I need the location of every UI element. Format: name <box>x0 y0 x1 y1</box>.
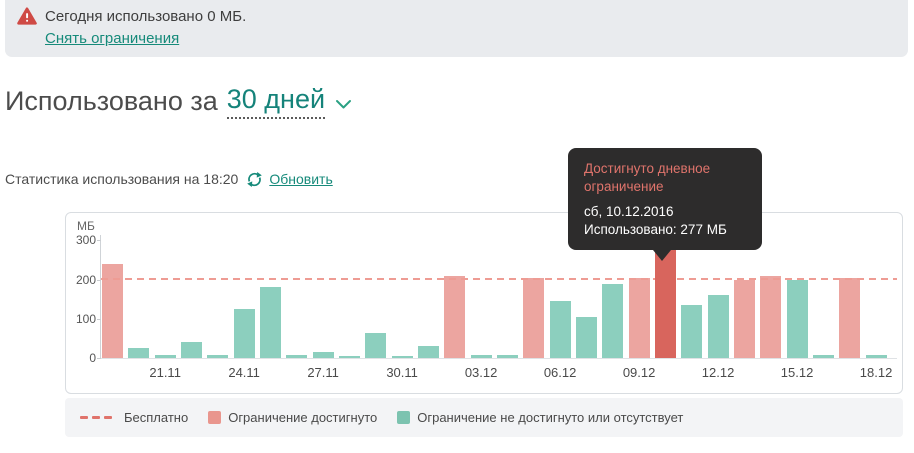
usage-bar-20.11[interactable] <box>128 348 150 358</box>
y-axis-tick-mark <box>97 279 101 281</box>
usage-bar-24.11[interactable] <box>233 309 255 358</box>
period-value[interactable]: 30 дней <box>226 84 326 119</box>
usage-bar-19.11[interactable] <box>102 263 123 358</box>
x-axis-label: 03.12 <box>464 365 498 380</box>
y-axis-tick-label: 300 <box>75 233 96 248</box>
usage-bar-08.12[interactable] <box>602 283 624 358</box>
usage-bar-10.12[interactable] <box>654 249 676 358</box>
usage-bar-18.12[interactable] <box>865 354 887 358</box>
legend-item-limit-reached: Ограничение достигнуто <box>208 410 377 425</box>
usage-bar-15.12[interactable] <box>786 279 808 358</box>
y-axis-line <box>100 235 101 358</box>
x-axis-label: 27.11 <box>307 365 339 380</box>
usage-bar-14.12[interactable] <box>760 275 782 358</box>
usage-bar-13.12[interactable] <box>733 279 755 358</box>
y-axis-tick-mark <box>97 240 101 242</box>
x-axis-label: 18.12 <box>859 365 893 380</box>
legend-item-limit-not-reached: Ограничение не достигнуто или отсутствуе… <box>397 410 683 425</box>
legend-item-free: Бесплатно <box>80 410 188 425</box>
legend-limit-reached-label: Ограничение достигнуто <box>228 410 378 425</box>
usage-bar-12.12[interactable] <box>707 295 729 358</box>
refresh-icon <box>247 171 263 187</box>
chart-legend: Бесплатно Ограничение достигнуто Огранич… <box>65 398 903 437</box>
legend-limit-not-reached-label: Ограничение не достигнуто или отсутствуе… <box>417 410 684 425</box>
x-axis-label: 15.12 <box>780 365 814 380</box>
tooltip-date: сб, 10.12.2016 <box>584 204 674 220</box>
usage-chart-panel: МБ 0 100 200 300 21.11 24.11 27.11 30.11 03.12 06… <box>65 212 903 394</box>
stats-label: Статистика использования на 18:20 <box>5 171 239 187</box>
usage-bar-16.12[interactable] <box>812 354 834 358</box>
x-axis-label: 24.11 <box>228 365 260 380</box>
page-title: Использовано за 30 дней <box>5 84 352 119</box>
limit-not-reached-swatch <box>397 411 411 424</box>
usage-bar-04.12[interactable] <box>496 354 518 358</box>
refresh-button[interactable] <box>246 171 263 188</box>
usage-bar-28.11[interactable] <box>338 356 360 358</box>
tooltip-arrow-icon <box>653 250 671 262</box>
limit-reached-swatch <box>208 411 222 424</box>
remove-restrictions-link[interactable]: Снять ограничения <box>45 30 180 47</box>
usage-bar-05.12[interactable] <box>523 277 545 358</box>
usage-bar-23.11[interactable] <box>207 354 229 358</box>
period-selector[interactable]: 30 дней <box>226 84 352 119</box>
tooltip-title: Достигнуто дневное ограничение <box>584 161 711 194</box>
usage-bar-06.12[interactable] <box>549 301 571 358</box>
usage-bar-29.11[interactable] <box>365 332 387 358</box>
usage-bar-30.11[interactable] <box>391 356 413 358</box>
legend-free-label: Бесплатно <box>124 410 189 425</box>
x-axis-label: 06.12 <box>543 365 577 380</box>
usage-bar-03.12[interactable] <box>470 354 492 358</box>
chevron-down-icon <box>336 100 352 109</box>
dashed-line-swatch <box>80 416 116 419</box>
usage-bar-11.12[interactable] <box>681 305 703 358</box>
y-axis-tick-mark <box>97 318 101 320</box>
usage-bar-07.12[interactable] <box>575 316 597 358</box>
usage-bar-21.11[interactable] <box>154 354 176 358</box>
y-axis-tick-mark <box>97 358 101 359</box>
usage-bar-22.11[interactable] <box>180 342 202 358</box>
page-title-text: Использовано за <box>5 86 218 116</box>
warning-triangle-icon <box>17 7 37 25</box>
y-axis-unit-label: МБ <box>77 219 95 233</box>
x-axis-label: 30.11 <box>386 365 418 380</box>
x-axis-label: 09.12 <box>622 365 656 380</box>
usage-bar-27.11[interactable] <box>312 352 334 358</box>
refresh-link[interactable]: Обновить <box>269 171 333 187</box>
usage-warning-banner: Сегодня использовано 0 МБ. Снять огранич… <box>5 0 908 57</box>
x-axis-line <box>100 358 897 359</box>
stats-row: Статистика использования на 18:20 Обнови… <box>5 169 333 189</box>
y-axis-tick-label: 0 <box>89 351 96 365</box>
usage-bar-17.12[interactable] <box>839 277 861 358</box>
chart-tooltip: Достигнуто дневное ограничение сб, 10.12… <box>568 148 762 262</box>
x-axis-label: 21.11 <box>149 365 181 380</box>
y-axis-tick-label: 100 <box>75 311 96 326</box>
tooltip-usage: Использовано: 277 МБ <box>584 221 727 237</box>
x-axis-label: 12.12 <box>701 365 735 380</box>
usage-bar-09.12[interactable] <box>628 277 650 358</box>
free-limit-dashed-line <box>101 278 897 280</box>
y-axis-tick-label: 200 <box>75 272 96 287</box>
usage-bar-01.12[interactable] <box>417 346 439 358</box>
usage-bar-26.11[interactable] <box>286 354 308 358</box>
usage-today-message: Сегодня использовано 0 МБ. <box>45 8 247 25</box>
usage-bar-25.11[interactable] <box>259 287 281 358</box>
usage-bar-02.12[interactable] <box>444 275 466 358</box>
